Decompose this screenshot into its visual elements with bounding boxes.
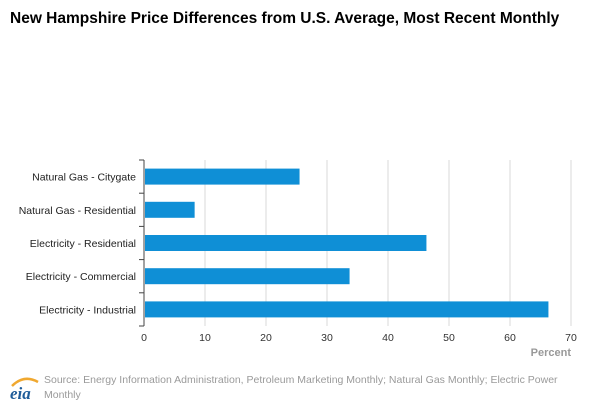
- category-label: Natural Gas - Citygate: [32, 172, 136, 184]
- axes: [139, 159, 145, 327]
- category-label: Electricity - Industrial: [39, 304, 136, 316]
- logo-text: eia: [10, 384, 31, 402]
- x-tick-label: 10: [199, 332, 211, 344]
- bar: [145, 201, 195, 218]
- eia-logo: eia: [10, 377, 39, 402]
- bar: [145, 301, 549, 318]
- bar: [145, 268, 350, 285]
- category-label: Electricity - Residential: [30, 238, 136, 250]
- bar: [145, 168, 300, 185]
- x-tick-label: 0: [141, 332, 147, 344]
- x-tick-label: 40: [382, 332, 394, 344]
- x-tick-label: 30: [321, 332, 333, 344]
- category-label: Electricity - Commercial: [26, 271, 136, 283]
- x-tick-label: 50: [443, 332, 455, 344]
- bar: [145, 235, 427, 251]
- x-tick-labels: 0 10 20 30 40 50 60 70: [141, 332, 577, 344]
- x-axis-title: Percent: [531, 347, 572, 359]
- source-note: Source: Energy Information Administratio…: [44, 374, 558, 401]
- bar-chart: 0 10 20 30 40 50 60 70 Natural Gas - CitygateNa…: [19, 159, 577, 359]
- chart-title: New Hampshire Price Differences from U.S…: [10, 10, 560, 27]
- category-label: Natural Gas - Residential: [19, 205, 136, 217]
- bars: [145, 168, 549, 318]
- x-tick-label: 70: [565, 332, 577, 344]
- footer: eia Source: Energy Information Administr…: [8, 371, 608, 405]
- x-tick-label: 20: [260, 332, 272, 344]
- category-labels: Natural Gas - Citygate Natural Gas - Resi…: [19, 172, 136, 317]
- logo-arc: [11, 377, 39, 387]
- x-tick-label: 60: [504, 332, 516, 344]
